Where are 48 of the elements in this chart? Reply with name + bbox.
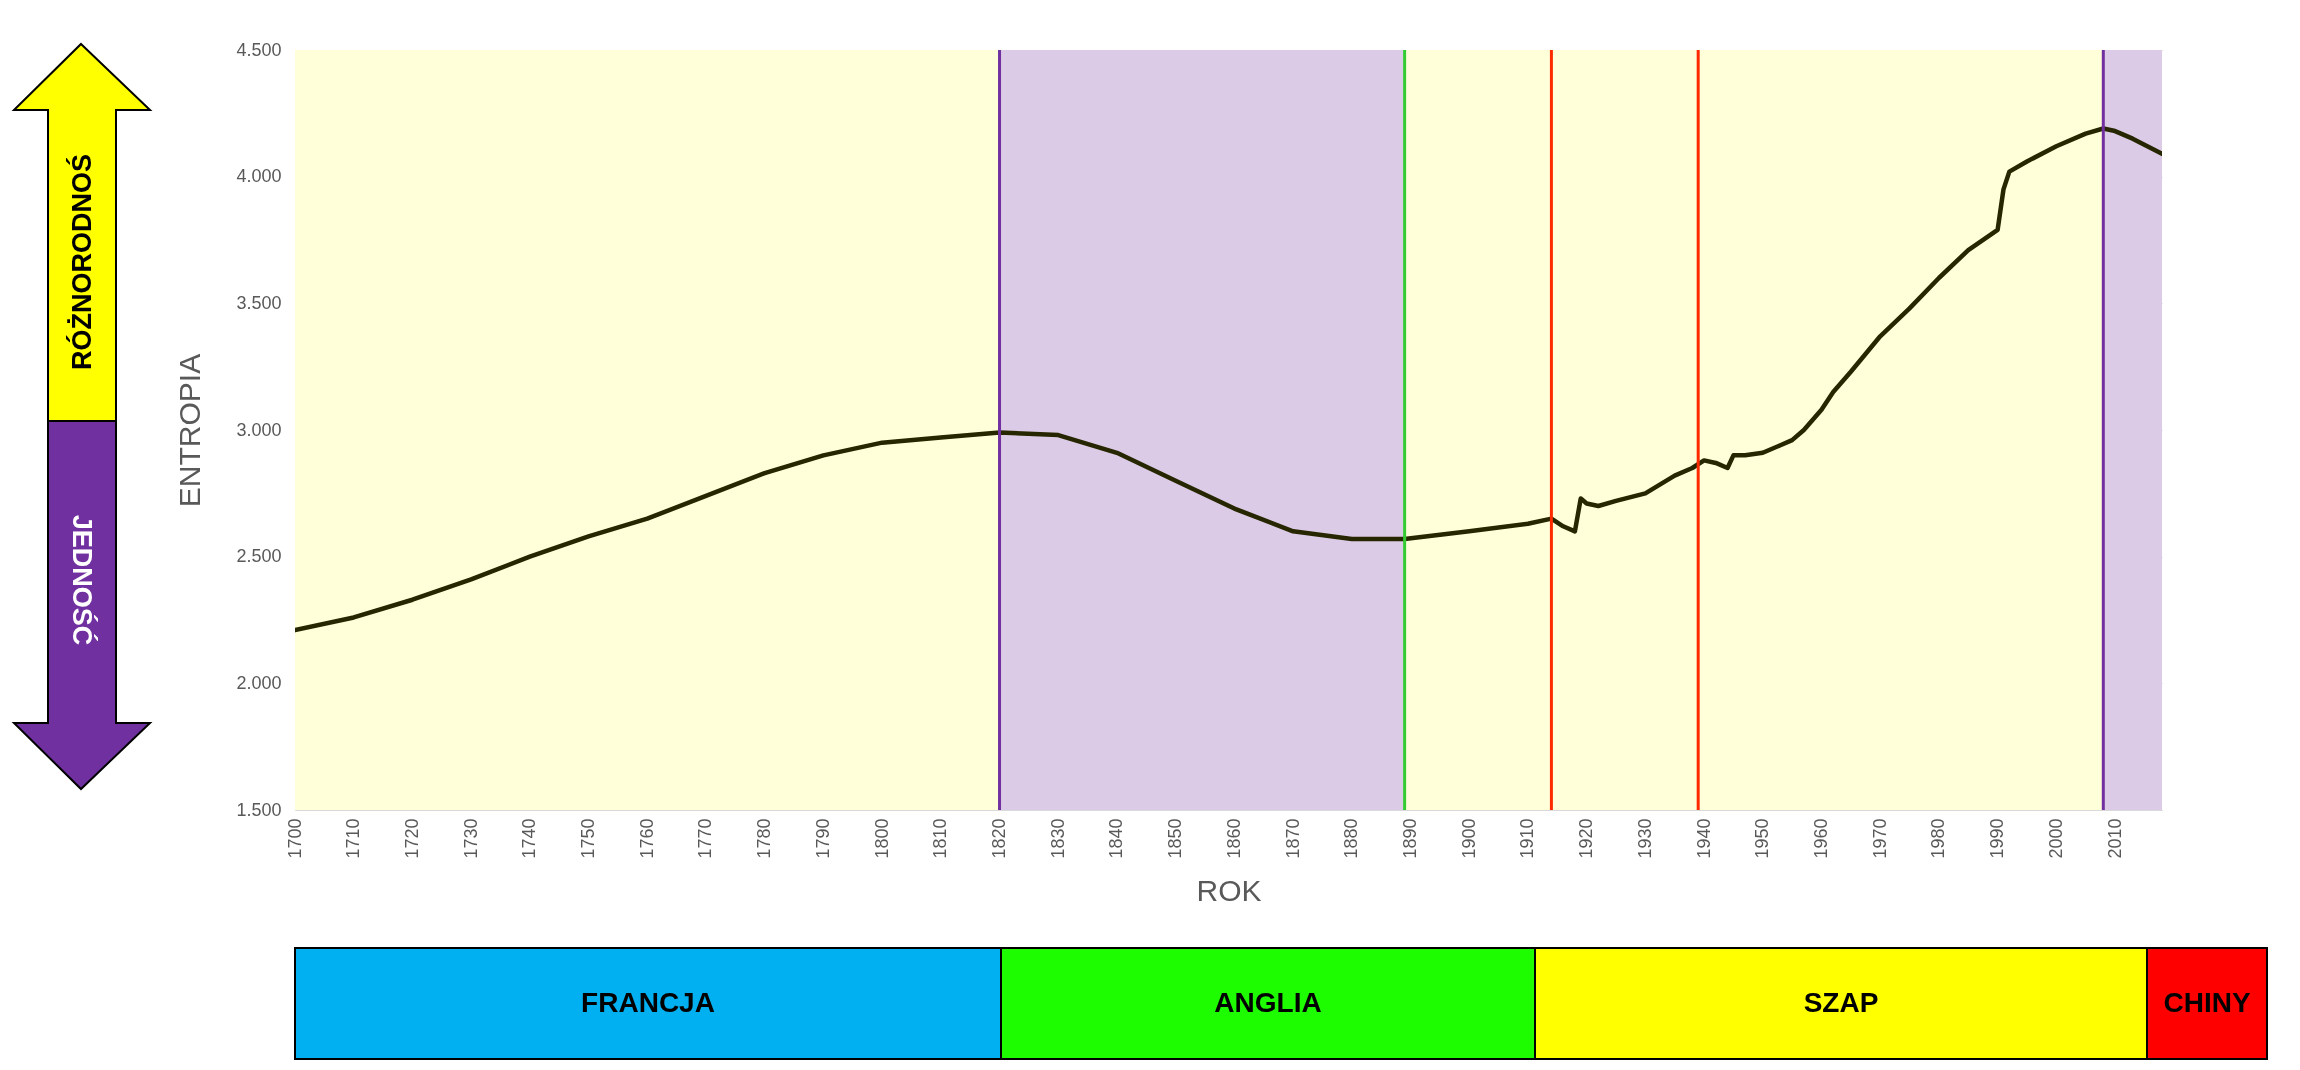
x-tick-label: 1910 [1517,818,1538,859]
x-tick-label: 1800 [871,818,892,859]
x-tick-label: 1770 [695,818,716,859]
x-tick-label: 1950 [1752,818,1773,859]
x-tick-label: 1730 [460,818,481,859]
x-tick-label: 1720 [401,818,422,859]
x-tick-label: 1780 [754,818,775,859]
x-tick-label: 1960 [1810,818,1831,859]
x-axis-title: ROK [1196,873,1262,907]
x-tick-label: 1830 [1047,818,1068,859]
x-tick-label: 1880 [1341,818,1362,859]
y-tick-label: 3.000 [236,419,282,440]
text: RÓŻNORODNOŚ [66,154,97,370]
y-tick-label: 3.500 [236,292,282,313]
y-tick-label: 2.000 [236,672,282,693]
x-tick-label: 1930 [1634,818,1655,859]
x-tick-label: 1840 [1106,818,1127,859]
x-tick-label: 1820 [989,818,1010,859]
x-tick-label: 1990 [1987,818,2008,859]
y-tick-label: 4.000 [236,166,282,187]
x-tick-label: 1710 [343,818,364,859]
y-tick-label: 2.500 [236,546,282,567]
x-tick-label: 1970 [1869,818,1890,859]
text: JEDNOŚĆ [67,514,98,646]
x-tick-label: 1790 [812,818,833,859]
y-tick-label: 4.500 [236,39,282,60]
y-axis-title: ENTROPIA [173,353,207,508]
x-tick-label: 2000 [2045,818,2066,859]
x-tick-label: 1850 [1165,818,1186,859]
x-tick-label: 1740 [519,818,540,859]
x-tick-label: 1900 [1458,818,1479,859]
x-tick-label: 1860 [1223,818,1244,859]
line-series [295,126,2162,633]
x-tick-label: 1750 [578,818,599,859]
x-tick-label: 2010 [2104,818,2125,859]
y-tick-label: 1.500 [236,799,282,820]
x-tick-label: 1920 [1576,818,1597,859]
category-label: CHINY [2163,986,2251,1018]
x-tick-label: 1870 [1282,818,1303,859]
x-tick-label: 1760 [636,818,657,859]
x-tick-label: 1700 [284,818,305,859]
x-tick-label: 1940 [1693,818,1714,859]
category-label: FRANCJA [581,986,715,1018]
x-tick-label: 1890 [1400,818,1420,859]
x-tick-label: 1980 [1928,818,1949,859]
category-label: ANGLIA [1214,986,1322,1018]
category-label: SZAP [1803,986,1879,1018]
x-tick-label: 1810 [930,818,951,859]
